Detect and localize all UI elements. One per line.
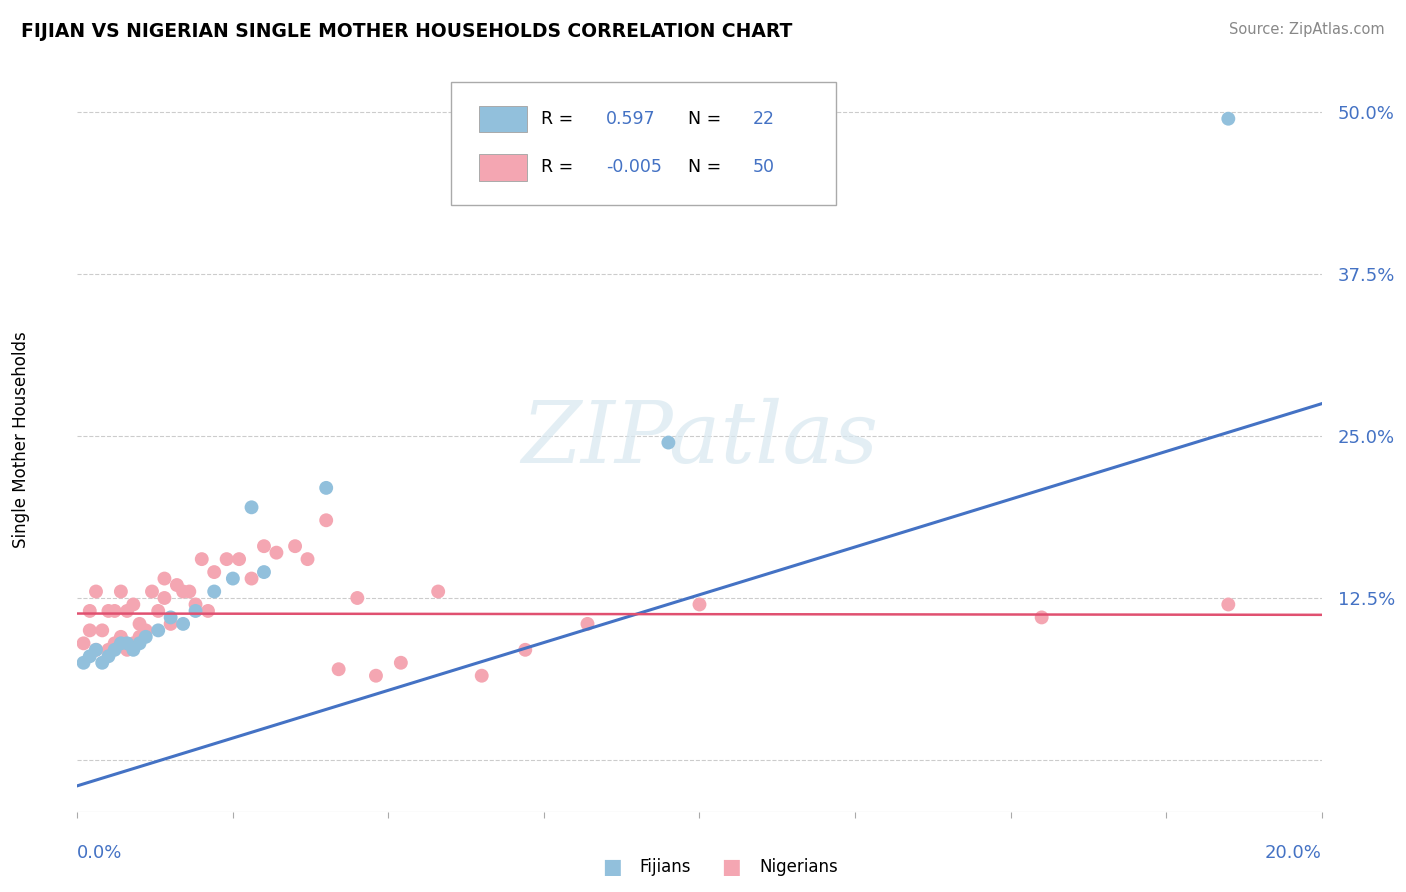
Point xyxy=(215,552,238,566)
Point xyxy=(315,513,337,527)
Point xyxy=(104,642,127,657)
Point xyxy=(84,642,107,657)
Point xyxy=(179,584,201,599)
Point xyxy=(72,636,94,650)
Point xyxy=(153,591,176,605)
Point xyxy=(689,598,711,612)
Text: 22: 22 xyxy=(754,110,775,128)
Point xyxy=(110,584,132,599)
Point xyxy=(115,604,138,618)
Point xyxy=(84,642,107,657)
Text: N =: N = xyxy=(689,110,727,128)
Point xyxy=(128,616,150,631)
Point xyxy=(115,642,138,657)
Point xyxy=(364,669,387,683)
Text: 20.0%: 20.0% xyxy=(1265,844,1322,862)
Point xyxy=(222,572,245,586)
Point xyxy=(159,616,181,631)
Point xyxy=(122,642,145,657)
Point xyxy=(197,604,219,618)
FancyBboxPatch shape xyxy=(451,82,837,204)
Point xyxy=(1218,112,1240,126)
Point xyxy=(515,642,537,657)
Point xyxy=(115,636,138,650)
Text: R =: R = xyxy=(541,110,579,128)
Point xyxy=(97,642,120,657)
Text: ■: ■ xyxy=(721,857,741,877)
Point xyxy=(172,616,194,631)
Point xyxy=(657,435,679,450)
Point xyxy=(253,539,276,553)
Text: FIJIAN VS NIGERIAN SINGLE MOTHER HOUSEHOLDS CORRELATION CHART: FIJIAN VS NIGERIAN SINGLE MOTHER HOUSEHO… xyxy=(21,22,793,41)
Text: -0.005: -0.005 xyxy=(606,159,662,177)
Point xyxy=(191,552,214,566)
Text: ■: ■ xyxy=(602,857,621,877)
Point xyxy=(104,636,127,650)
Point xyxy=(328,662,350,676)
Point xyxy=(159,610,181,624)
Point xyxy=(91,624,114,638)
Point xyxy=(148,604,170,618)
Bar xyxy=(479,105,526,132)
Point xyxy=(135,624,157,638)
Point xyxy=(79,649,101,664)
Point xyxy=(471,669,494,683)
Text: ZIPatlas: ZIPatlas xyxy=(520,398,879,481)
Point xyxy=(153,572,176,586)
Point xyxy=(128,630,150,644)
Point xyxy=(166,578,188,592)
Point xyxy=(389,656,412,670)
Point xyxy=(576,616,599,631)
Point xyxy=(240,500,263,515)
Point xyxy=(202,584,225,599)
Point xyxy=(79,604,101,618)
Bar xyxy=(479,154,526,181)
Point xyxy=(104,604,127,618)
Text: 50: 50 xyxy=(754,159,775,177)
Point xyxy=(184,604,207,618)
Text: Source: ZipAtlas.com: Source: ZipAtlas.com xyxy=(1229,22,1385,37)
Point xyxy=(97,649,120,664)
Point xyxy=(91,656,114,670)
Point xyxy=(110,636,132,650)
Text: R =: R = xyxy=(541,159,579,177)
Point xyxy=(202,565,225,579)
Text: Fijians: Fijians xyxy=(640,858,692,876)
Text: Nigerians: Nigerians xyxy=(759,858,838,876)
Point xyxy=(122,598,145,612)
Point xyxy=(72,656,94,670)
Point xyxy=(172,584,194,599)
Point xyxy=(141,584,163,599)
Point xyxy=(284,539,307,553)
Point xyxy=(240,572,263,586)
Point xyxy=(184,598,207,612)
Point xyxy=(266,546,288,560)
Point xyxy=(253,565,276,579)
Point xyxy=(1218,598,1240,612)
Point xyxy=(1031,610,1053,624)
Point xyxy=(315,481,337,495)
Point xyxy=(128,636,150,650)
Text: Single Mother Households: Single Mother Households xyxy=(13,331,31,548)
Text: N =: N = xyxy=(689,159,727,177)
Point xyxy=(110,630,132,644)
Point xyxy=(97,604,120,618)
Point xyxy=(84,584,107,599)
Text: 0.0%: 0.0% xyxy=(77,844,122,862)
Point xyxy=(148,624,170,638)
Point xyxy=(228,552,250,566)
Point xyxy=(427,584,450,599)
Point xyxy=(346,591,368,605)
Point xyxy=(122,636,145,650)
Point xyxy=(135,630,157,644)
Point xyxy=(79,624,101,638)
Point xyxy=(297,552,319,566)
Text: 0.597: 0.597 xyxy=(606,110,655,128)
